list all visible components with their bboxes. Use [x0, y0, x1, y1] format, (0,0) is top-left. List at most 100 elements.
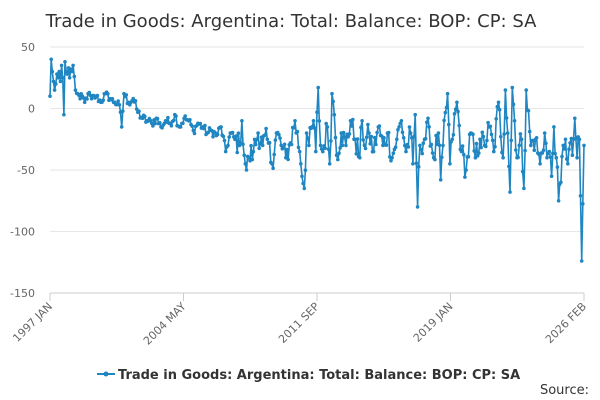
data-point[interactable]	[466, 155, 471, 159]
data-point[interactable]	[354, 152, 359, 156]
data-point[interactable]	[368, 142, 373, 146]
data-point[interactable]	[437, 143, 442, 148]
data-point[interactable]	[419, 147, 423, 152]
data-point[interactable]	[312, 126, 317, 130]
data-point[interactable]	[183, 114, 187, 118]
data-point[interactable]	[440, 155, 444, 160]
data-point[interactable]	[520, 169, 525, 174]
data-point[interactable]	[263, 133, 267, 137]
data-point[interactable]	[54, 82, 58, 86]
data-point[interactable]	[369, 134, 374, 139]
data-point[interactable]	[358, 155, 362, 160]
data-point[interactable]	[362, 143, 367, 148]
data-point[interactable]	[70, 69, 74, 74]
source-label[interactable]: Source:	[540, 383, 589, 398]
data-point[interactable]	[101, 98, 105, 102]
data-point[interactable]	[270, 162, 274, 166]
data-point[interactable]	[52, 88, 57, 92]
data-point[interactable]	[486, 120, 490, 125]
data-point[interactable]	[443, 110, 448, 115]
data-point[interactable]	[318, 143, 323, 148]
data-point[interactable]	[219, 125, 223, 129]
data-point[interactable]	[73, 88, 78, 92]
data-point[interactable]	[253, 142, 258, 147]
data-point[interactable]	[489, 132, 494, 137]
data-point[interactable]	[134, 107, 139, 111]
data-point[interactable]	[442, 118, 446, 123]
data-point[interactable]	[412, 134, 416, 139]
data-point[interactable]	[281, 145, 286, 150]
data-point[interactable]	[527, 129, 532, 134]
data-point[interactable]	[374, 142, 378, 147]
data-point[interactable]	[121, 109, 125, 113]
data-point[interactable]	[523, 148, 527, 153]
data-point[interactable]	[106, 91, 110, 96]
data-point[interactable]	[338, 146, 342, 150]
data-point[interactable]	[447, 122, 451, 127]
data-point[interactable]	[60, 76, 65, 80]
data-point[interactable]	[327, 162, 332, 166]
data-point[interactable]	[87, 90, 92, 95]
data-point[interactable]	[396, 128, 400, 132]
data-point[interactable]	[133, 99, 138, 103]
data-point[interactable]	[278, 136, 282, 140]
data-point[interactable]	[257, 146, 262, 151]
data-point[interactable]	[56, 76, 60, 80]
data-point[interactable]	[192, 131, 197, 136]
data-point[interactable]	[304, 131, 309, 135]
data-point[interactable]	[453, 107, 458, 111]
data-point[interactable]	[503, 88, 508, 92]
data-point[interactable]	[336, 157, 340, 162]
data-point[interactable]	[331, 99, 336, 104]
data-point[interactable]	[552, 125, 556, 129]
data-point[interactable]	[492, 149, 496, 154]
data-point[interactable]	[279, 143, 284, 148]
data-point[interactable]	[544, 141, 548, 146]
data-point[interactable]	[445, 91, 450, 96]
data-point[interactable]	[188, 118, 192, 122]
data-point[interactable]	[255, 137, 259, 142]
data-point[interactable]	[538, 162, 542, 166]
data-point[interactable]	[267, 140, 272, 145]
data-point[interactable]	[326, 147, 331, 151]
data-point[interactable]	[448, 162, 452, 166]
data-point[interactable]	[438, 178, 443, 182]
data-point[interactable]	[400, 130, 405, 135]
data-point[interactable]	[57, 69, 61, 74]
data-point[interactable]	[413, 112, 418, 117]
data-point[interactable]	[421, 141, 426, 145]
data-point[interactable]	[560, 154, 564, 159]
data-point[interactable]	[464, 168, 468, 172]
data-point[interactable]	[371, 149, 376, 154]
data-point[interactable]	[375, 130, 379, 135]
data-point[interactable]	[71, 63, 75, 68]
data-point[interactable]	[67, 76, 72, 80]
data-point[interactable]	[377, 124, 382, 128]
data-point[interactable]	[399, 119, 404, 123]
data-point[interactable]	[462, 152, 466, 157]
data-point[interactable]	[427, 125, 431, 129]
data-point[interactable]	[311, 119, 316, 123]
legend[interactable]: Trade in Goods: Argentina: Total: Balanc…	[97, 368, 520, 383]
data-point[interactable]	[393, 145, 398, 149]
data-point[interactable]	[346, 134, 351, 139]
data-point[interactable]	[436, 131, 441, 135]
data-point[interactable]	[547, 149, 552, 154]
data-point[interactable]	[450, 137, 455, 142]
data-point[interactable]	[452, 112, 457, 116]
data-point[interactable]	[511, 102, 516, 107]
data-point[interactable]	[548, 155, 553, 159]
data-point[interactable]	[181, 121, 185, 126]
data-point[interactable]	[321, 149, 325, 154]
data-point[interactable]	[273, 138, 278, 142]
data-point[interactable]	[496, 100, 501, 105]
data-point[interactable]	[329, 139, 333, 143]
data-point[interactable]	[166, 115, 170, 120]
data-point[interactable]	[222, 138, 227, 143]
data-point[interactable]	[505, 131, 510, 135]
data-point[interactable]	[155, 116, 160, 121]
data-point[interactable]	[425, 120, 429, 125]
data-point[interactable]	[579, 259, 584, 263]
data-point[interactable]	[249, 143, 253, 148]
data-point[interactable]	[359, 125, 363, 130]
